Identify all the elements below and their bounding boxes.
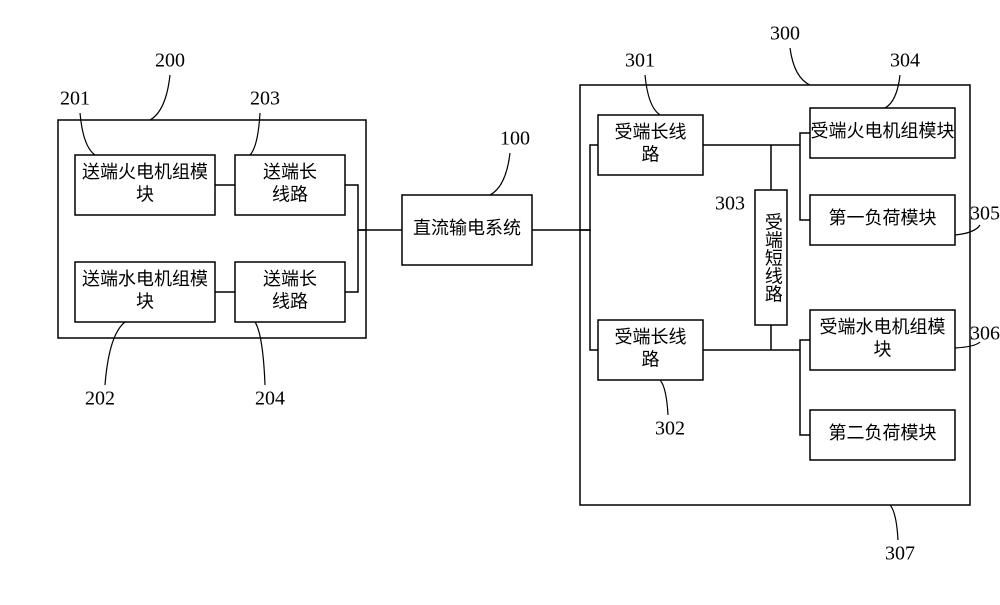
box-text-dc_system-line0: 直流输电系统 <box>413 218 521 238</box>
link-junctB-load2 <box>800 350 810 435</box>
label-n303: 303 <box>715 193 745 215</box>
box-text-send_long1-line1: 线路 <box>272 184 308 204</box>
label-n306: 306 <box>970 323 1000 345</box>
box-text-recv_short: 受端短线路 <box>763 212 783 302</box>
box-text-send_long2-line1: 线路 <box>272 291 308 311</box>
box-text-send_hydro-line0: 送端水电机组模 <box>82 269 208 289</box>
leader-n204 <box>255 322 265 385</box>
box-text-load1-line0: 第一负荷模块 <box>829 208 937 228</box>
box-text-send_thermal-line1: 块 <box>136 184 154 204</box>
link-send-long1-out <box>345 185 366 230</box>
leader-n100 <box>490 153 510 195</box>
label-n300: 300 <box>770 23 800 45</box>
box-text-send_long1-line0: 送端长 <box>263 162 317 182</box>
box-text-send_thermal-line0: 送端火电机组模 <box>82 162 208 182</box>
leader-n304 <box>885 75 900 108</box>
link-junctA-thermal <box>800 133 810 145</box>
link-junctB-hydro <box>800 340 810 350</box>
label-n202: 202 <box>85 388 115 410</box>
link-recv-entry-up <box>580 145 598 230</box>
label-n200: 200 <box>155 50 185 72</box>
box-text-recv_long2-line1: 路 <box>642 349 660 369</box>
label-n203: 203 <box>250 88 280 110</box>
leader-n300 <box>790 48 810 85</box>
box-text-recv_hydro-line0: 受端水电机组模 <box>820 317 946 337</box>
box-text-recv_long2-line0: 受端长线 <box>615 327 687 347</box>
box-text-recv_hydro-line1: 块 <box>874 339 892 359</box>
box-text-send_hydro-line1: 块 <box>136 291 154 311</box>
label-n304: 304 <box>890 50 920 72</box>
link-send-long2-out <box>345 230 366 292</box>
leader-n307 <box>890 505 898 540</box>
box-text-recv_long1-line1: 路 <box>642 144 660 164</box>
label-n100: 100 <box>500 128 530 150</box>
link-junctA-load1 <box>800 145 810 220</box>
leader-n305 <box>955 225 980 235</box>
box-text-recv_thermal-line0: 受端火电机组模块 <box>811 121 955 141</box>
box-text-recv_long1-line0: 受端长线 <box>615 122 687 142</box>
box-text-load2-line0: 第二负荷模块 <box>829 423 937 443</box>
block-diagram: 送端火电机组模块送端水电机组模块送端长线路送端长线路直流输电系统受端长线路受端长… <box>0 0 1000 605</box>
box-text-send_long2-line0: 送端长 <box>263 269 317 289</box>
leader-n202 <box>105 322 125 385</box>
label-n301: 301 <box>625 50 655 72</box>
label-n305: 305 <box>970 203 1000 225</box>
label-n302: 302 <box>655 418 685 440</box>
label-n204: 204 <box>255 388 285 410</box>
label-n307: 307 <box>885 543 915 565</box>
leader-n302 <box>660 380 668 415</box>
link-recv-entry-down <box>580 230 598 350</box>
leader-n301 <box>645 75 660 115</box>
leader-n200 <box>150 75 170 120</box>
label-n201: 201 <box>60 88 90 110</box>
